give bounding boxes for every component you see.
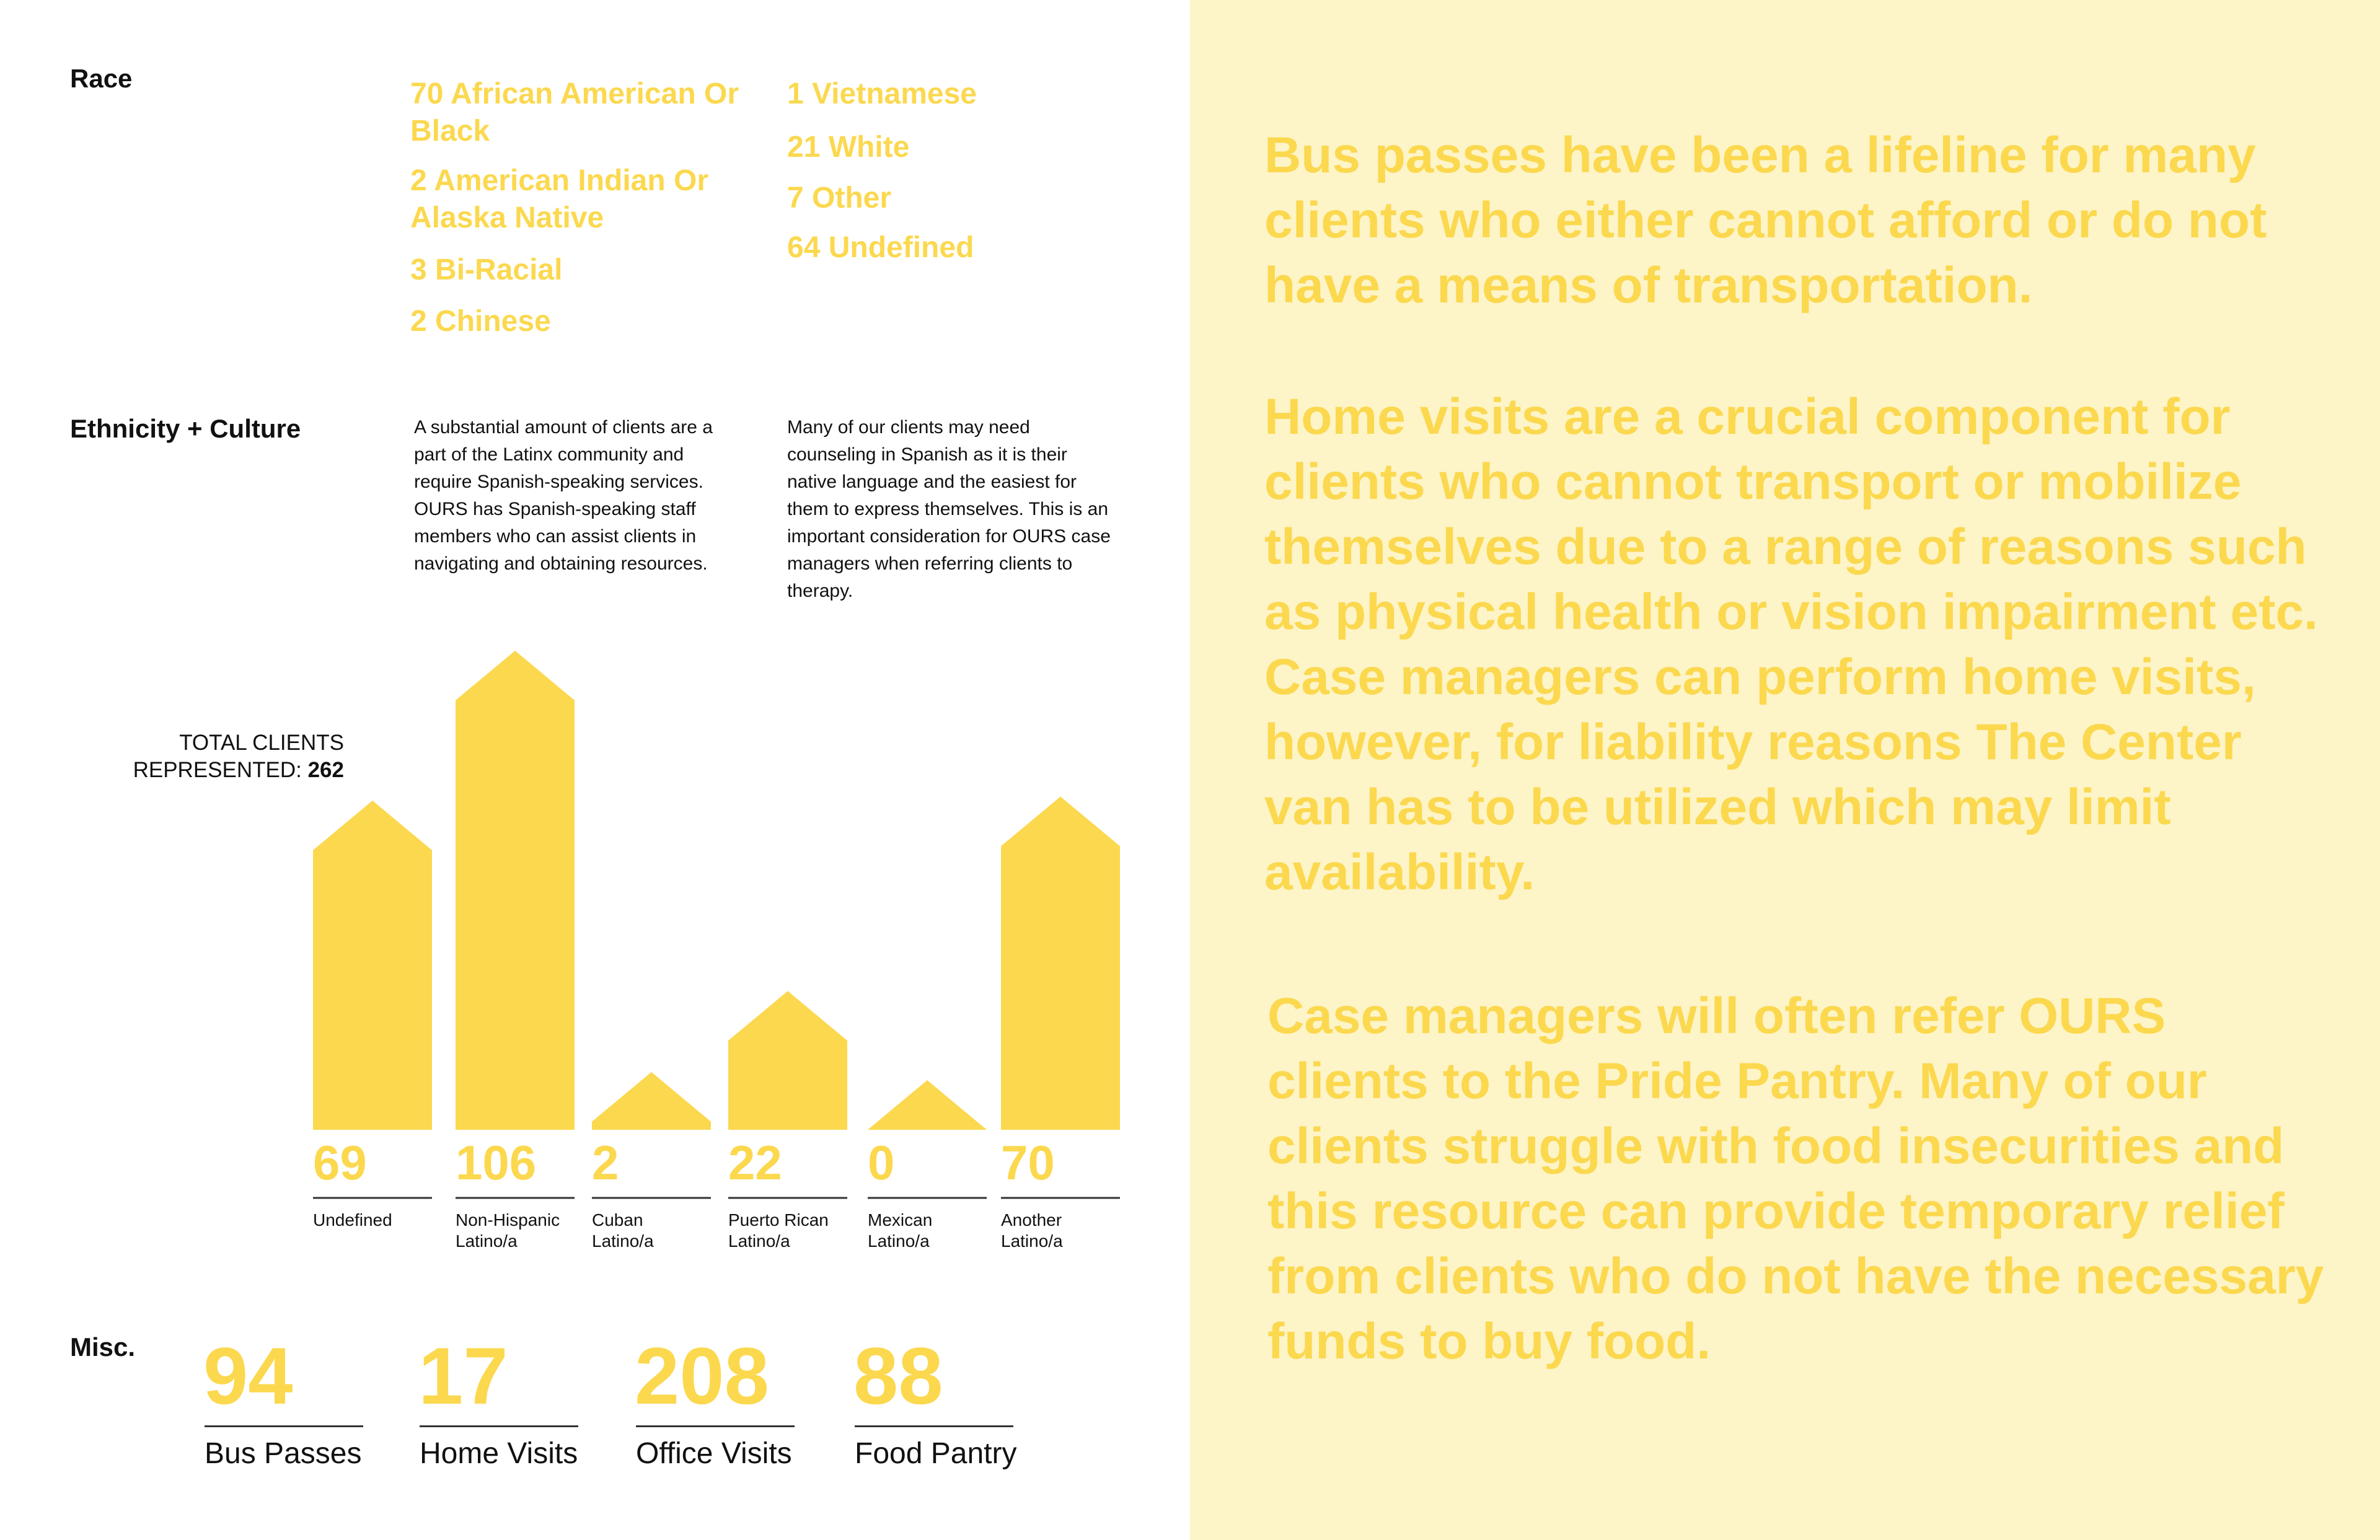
misc-value-office-visits: 208 bbox=[635, 1331, 769, 1421]
chart-value-label: 106 bbox=[456, 1135, 536, 1190]
misc-value-bus-passes: 94 bbox=[203, 1331, 293, 1421]
ethnicity-heading: Ethnicity + Culture bbox=[70, 414, 301, 443]
total-clients-line1: TOTAL CLIENTS bbox=[179, 731, 344, 755]
chart-bar bbox=[1001, 796, 1120, 1130]
misc-divider bbox=[636, 1425, 795, 1427]
ethnicity-paragraph: Many of our clients may need counseling … bbox=[787, 417, 1111, 601]
food-pantry-paragraph: Case managers will often refer OURS clie… bbox=[1267, 988, 2324, 1370]
misc-divider bbox=[420, 1425, 578, 1427]
misc-label-home-visits: Home Visits bbox=[420, 1437, 578, 1470]
misc-divider bbox=[205, 1425, 363, 1427]
chart-bar bbox=[868, 1080, 987, 1130]
race-item: 3 Bi-Racial bbox=[410, 253, 563, 286]
chart-bar bbox=[313, 800, 432, 1130]
chart-bar bbox=[456, 651, 575, 1130]
chart-value-label: 2 bbox=[592, 1135, 619, 1190]
misc-label-office-visits: Office Visits bbox=[636, 1437, 792, 1470]
left-panel: Race 70 African American Or Black 2 Amer… bbox=[70, 64, 1120, 1470]
chart-category-label: Undefined bbox=[313, 1210, 392, 1230]
chart-category-label: Mexican Latino/a bbox=[868, 1210, 932, 1251]
total-clients-label: TOTAL CLIENTS REPRESENTED: 262 bbox=[99, 729, 344, 784]
ethnicity-bar-chart: 69 Undefined 106 Non-Hispanic Latino/a 2 Cuban… bbox=[313, 651, 1120, 1251]
misc-divider bbox=[855, 1425, 1013, 1427]
total-clients-represented: REPRESENTED: bbox=[133, 758, 302, 782]
home-visits-paragraph: Home visits are a crucial component for … bbox=[1264, 389, 2318, 900]
total-clients-line2: REPRESENTED: 262 bbox=[99, 757, 344, 784]
misc-value-home-visits: 17 bbox=[418, 1331, 508, 1421]
misc-value-food-pantry: 88 bbox=[853, 1331, 943, 1421]
misc-label-food-pantry: Food Pantry bbox=[855, 1437, 1017, 1470]
chart-value-label: 0 bbox=[868, 1135, 894, 1190]
chart-category-label: Cuban Latino/a bbox=[592, 1210, 654, 1251]
race-item: 70 African American Or Black bbox=[410, 77, 739, 147]
right-panel: Bus passes have been a lifeline for many… bbox=[1190, 0, 2380, 1540]
chart-category-label: Puerto Rican Latino/a bbox=[728, 1210, 829, 1251]
total-clients-value: 262 bbox=[307, 758, 344, 782]
race-item: 2 Chinese bbox=[410, 305, 551, 338]
race-item: 64 Undefined bbox=[787, 231, 974, 264]
race-item: 21 White bbox=[787, 131, 910, 164]
chart-bar bbox=[592, 1071, 711, 1130]
chart-category-label: Non-Hispanic Latino/a bbox=[456, 1210, 560, 1251]
chart-category-label: Another Latino/a bbox=[1001, 1210, 1063, 1251]
chart-value-label: 22 bbox=[728, 1135, 782, 1190]
race-heading: Race bbox=[70, 64, 133, 93]
race-item: 7 Other bbox=[787, 182, 892, 214]
race-item: 2 American Indian Or Alaska Native bbox=[410, 164, 709, 234]
misc-heading: Misc. bbox=[70, 1332, 136, 1362]
chart-bar bbox=[728, 991, 847, 1130]
chart-value-label: 70 bbox=[1001, 1135, 1055, 1190]
ethnicity-paragraph: A substantial amount of clients are a pa… bbox=[414, 417, 713, 574]
race-item: 1 Vietnamese bbox=[787, 77, 977, 110]
bus-passes-paragraph: Bus passes have been a lifeline for many… bbox=[1264, 127, 2267, 314]
chart-value-label: 69 bbox=[313, 1135, 367, 1190]
misc-label-bus-passes: Bus Passes bbox=[205, 1437, 362, 1470]
